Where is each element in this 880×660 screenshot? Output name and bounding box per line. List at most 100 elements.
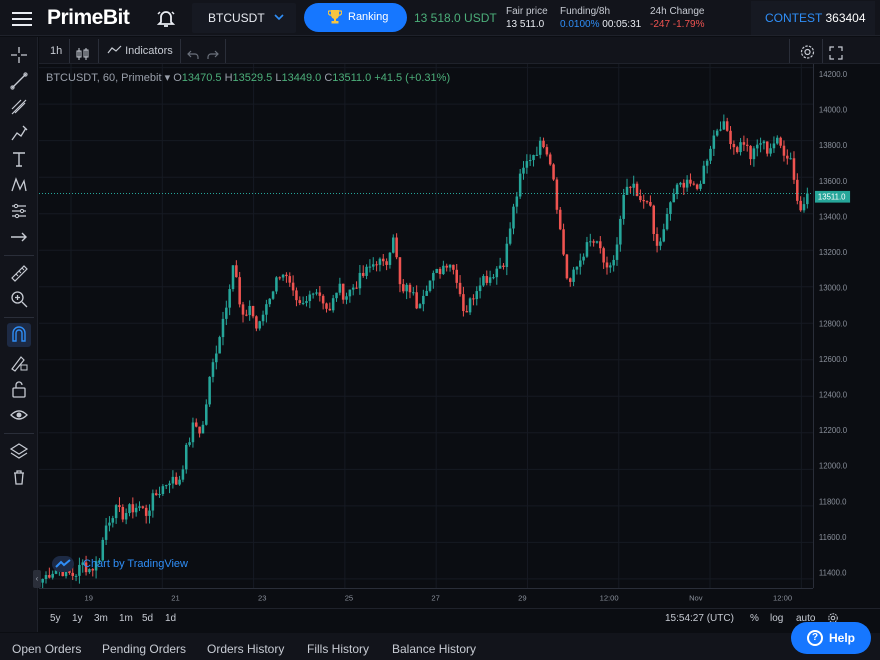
candle-body — [351, 287, 355, 290]
candle-body — [191, 422, 195, 443]
tradingview-link[interactable]: Chart by TradingView — [83, 558, 188, 570]
logo[interactable]: PrimeBit — [47, 6, 130, 29]
pattern-icon[interactable] — [9, 175, 29, 195]
legend-symbol[interactable]: BTCUSDT, 60, Primebit — [46, 72, 162, 84]
magnet-icon[interactable] — [7, 323, 31, 347]
candle-body — [779, 137, 782, 146]
y-tick-label: 13600.0 — [819, 177, 848, 186]
candle-body — [328, 308, 332, 311]
candle-body — [425, 290, 428, 296]
lock-drawings-icon[interactable] — [9, 353, 29, 373]
collapse-toolbar-handle[interactable]: ‹ — [33, 570, 41, 588]
settings-gear-icon[interactable] — [799, 42, 816, 62]
zoom-in-icon[interactable] — [9, 289, 29, 309]
undo-icon[interactable] — [187, 45, 199, 65]
candle-body — [655, 233, 659, 246]
percent-scale-button[interactable]: % — [750, 613, 759, 624]
tab-fills-history[interactable]: Fills History — [307, 642, 369, 656]
candle-body — [318, 292, 322, 296]
candle-body — [565, 254, 569, 279]
range-1d[interactable]: 1d — [165, 613, 177, 624]
candle-body — [789, 158, 792, 160]
help-button[interactable]: ? Help — [791, 622, 871, 654]
tab-balance-history[interactable]: Balance History — [392, 642, 477, 656]
candle-body — [341, 283, 345, 300]
eye-icon[interactable] — [9, 405, 29, 425]
price-chart[interactable] — [39, 64, 813, 588]
candle-body — [398, 257, 402, 285]
candle-body — [74, 575, 78, 577]
candle-body — [141, 506, 145, 508]
auto-scale-button[interactable]: auto — [796, 613, 816, 624]
candle-body — [405, 284, 408, 292]
utc-clock[interactable]: 15:54:27 (UTC) — [665, 613, 734, 624]
legend-dropdown-icon[interactable]: ▾ — [164, 72, 171, 84]
drawing-tools — [0, 37, 38, 632]
log-scale-button[interactable]: log — [770, 613, 784, 624]
candle-body — [482, 276, 485, 286]
arrow-right-icon[interactable] — [9, 227, 29, 247]
candle-body — [752, 148, 756, 160]
symbol-selector[interactable]: BTCUSDT — [192, 3, 296, 33]
candle-body — [689, 179, 692, 184]
candle-body — [545, 147, 549, 155]
unlock-icon[interactable] — [9, 379, 29, 399]
candle-body — [448, 264, 452, 268]
tab-pending-orders[interactable]: Pending Orders — [102, 642, 187, 656]
contest-button[interactable]: CONTEST 363404 — [751, 1, 875, 35]
tab-orders-history[interactable]: Orders History — [207, 642, 285, 656]
ranking-button[interactable]: Ranking — [304, 3, 407, 32]
fullscreen-icon[interactable] — [829, 43, 843, 63]
bell-icon[interactable] — [155, 7, 177, 29]
tradingview-logo-icon[interactable] — [52, 556, 74, 572]
candle-body — [104, 525, 108, 540]
menu-icon[interactable] — [12, 9, 32, 27]
tab-open-orders[interactable]: Open Orders — [12, 642, 82, 656]
candle-body — [221, 318, 225, 338]
candle-body — [154, 493, 158, 496]
trash-icon[interactable] — [9, 467, 29, 487]
range-3m[interactable]: 3m — [94, 613, 108, 624]
candle-body — [138, 506, 141, 508]
prediction-icon[interactable] — [9, 201, 29, 221]
candle-body — [806, 193, 809, 205]
crosshair-icon[interactable] — [9, 45, 29, 65]
candle-body — [595, 241, 599, 243]
interval-button[interactable]: 1h — [50, 45, 63, 57]
candle-body — [355, 287, 358, 289]
candle-body — [412, 292, 415, 294]
trend-line-icon[interactable] — [9, 71, 29, 91]
range-1m[interactable]: 1m — [119, 613, 133, 624]
daily-change: 24h Change -247 -1.79% — [650, 6, 705, 30]
candle-body — [278, 277, 282, 279]
candle-body — [131, 504, 135, 513]
text-tool-icon[interactable] — [9, 149, 29, 169]
last-price-label: 13511.0 — [818, 193, 846, 202]
ruler-icon[interactable] — [9, 263, 29, 283]
candle-body — [178, 479, 181, 485]
candle-body — [792, 158, 796, 180]
candle-body — [639, 195, 642, 201]
redo-icon[interactable] — [207, 45, 219, 65]
time-axis[interactable]: 19 21 23 25 27 29 12:00 Nov 12:00 — [39, 588, 813, 608]
candle-body — [41, 578, 44, 583]
candle-body — [478, 285, 482, 292]
candle-body — [518, 173, 522, 197]
candle-body — [98, 560, 101, 562]
range-1y[interactable]: 1y — [72, 613, 83, 624]
last-price-tag — [814, 190, 851, 203]
layers-icon[interactable] — [9, 441, 29, 461]
candle-body — [599, 241, 602, 249]
candle-body — [662, 229, 666, 242]
fib-tool-icon[interactable] — [9, 97, 29, 117]
brush-icon[interactable] — [9, 123, 29, 143]
range-5y[interactable]: 5y — [50, 613, 61, 624]
candles-icon[interactable] — [76, 44, 90, 64]
y-tick-label: 11800.0 — [819, 497, 847, 506]
candle-body — [295, 290, 298, 301]
indicators-button[interactable]: Indicators — [107, 41, 173, 61]
candle-body — [381, 258, 385, 262]
range-5d[interactable]: 5d — [142, 613, 154, 624]
candle-body — [508, 228, 512, 244]
price-axis[interactable]: 11400.0 11600.0 11800.0 12000.0 12200.0 12400… — [813, 64, 853, 588]
